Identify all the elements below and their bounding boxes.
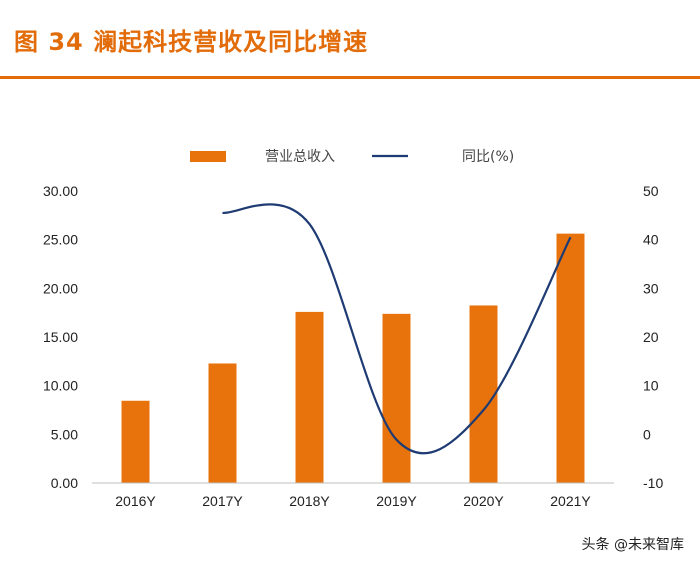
y-right-tick-label: 10 <box>643 378 659 394</box>
y-left-tick-label: 30.00 <box>43 183 78 199</box>
y-left-tick-label: 0.00 <box>51 475 78 491</box>
y-right-tick-label: 50 <box>643 183 659 199</box>
y-left-tick-label: 25.00 <box>43 232 78 248</box>
bar <box>121 400 150 483</box>
bar <box>556 233 585 483</box>
title-divider <box>0 76 700 79</box>
y-left-tick-label: 5.00 <box>51 426 78 442</box>
x-tick-label: 2016Y <box>115 493 156 509</box>
y-right-tick-label: 20 <box>643 329 659 345</box>
y-left-tick-label: 10.00 <box>43 378 78 394</box>
x-tick-label: 2017Y <box>202 493 243 509</box>
x-tick-label: 2018Y <box>289 493 330 509</box>
x-tick-label: 2021Y <box>550 493 591 509</box>
watermark: 头条 @未来智库 <box>581 537 684 553</box>
x-tick-label: 2020Y <box>463 493 504 509</box>
legend-label-revenue: 营业总收入 <box>265 149 335 165</box>
legend-label-yoy: 同比(%) <box>462 149 514 165</box>
yoy-growth-line <box>222 203 572 455</box>
y-right-tick-label: 0 <box>643 426 651 442</box>
y-left-tick-label: 20.00 <box>43 280 78 296</box>
bar <box>295 311 324 483</box>
bar <box>469 305 498 483</box>
page-title: 图 34 澜起科技营收及同比增速 <box>14 28 369 56</box>
legend-swatch-revenue <box>190 151 226 162</box>
x-tick-label: 2019Y <box>376 493 417 509</box>
bar <box>382 313 411 483</box>
y-right-tick-label: -10 <box>643 475 663 491</box>
y-right-tick-label: 30 <box>643 280 659 296</box>
bar <box>208 363 237 483</box>
y-right-tick-label: 40 <box>643 232 659 248</box>
y-left-tick-label: 15.00 <box>43 329 78 345</box>
